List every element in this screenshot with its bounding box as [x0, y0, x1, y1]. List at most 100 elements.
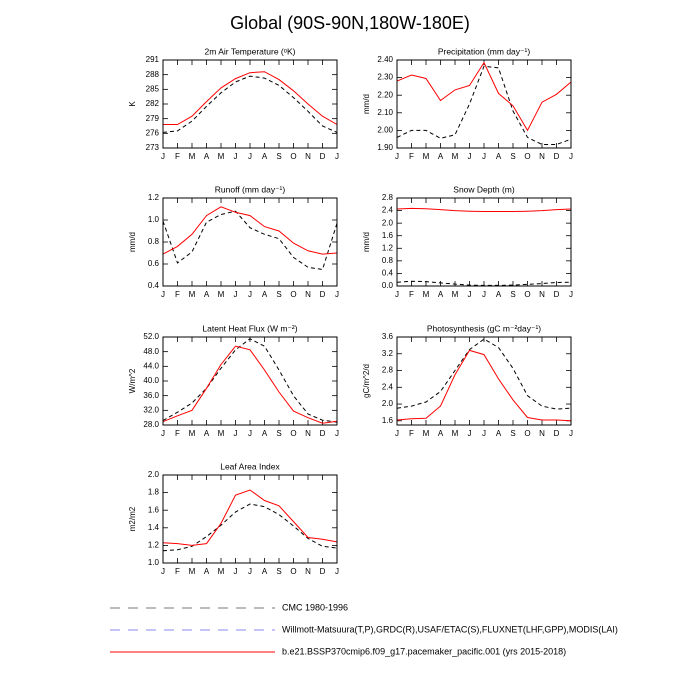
x-tick-label: D	[320, 152, 326, 161]
series-line	[163, 71, 338, 125]
x-tick-label: J	[569, 290, 573, 299]
x-tick-label: A	[496, 290, 502, 299]
y-tick-label: 2.0	[382, 399, 394, 408]
x-tick-label: J	[335, 429, 339, 438]
panel-title: Leaf Area Index	[220, 461, 280, 471]
y-tick-label: 1.6	[382, 416, 394, 425]
x-tick-label: F	[409, 152, 414, 161]
x-tick-label: A	[438, 290, 444, 299]
y-tick-label: 1.0	[148, 215, 160, 224]
x-tick-label: S	[276, 290, 281, 299]
x-tick-label: M	[189, 152, 196, 161]
x-tick-label: M	[423, 290, 430, 299]
y-tick-label: 2.0	[148, 470, 160, 479]
y-tick-label: 28.0	[143, 420, 159, 429]
x-tick-label: O	[524, 152, 530, 161]
x-tick-label: N	[539, 429, 545, 438]
y-axis-label: K	[128, 101, 137, 107]
x-tick-label: A	[262, 290, 268, 299]
x-tick-label: O	[290, 567, 296, 576]
x-tick-label: S	[276, 429, 281, 438]
y-tick-label: 1.2	[148, 541, 160, 550]
x-tick-label: M	[452, 290, 459, 299]
x-tick-label: J	[335, 290, 339, 299]
panel-title: 2m Air Temperature (ᵒK)	[205, 46, 296, 56]
y-tick-label: 1.6	[382, 231, 394, 240]
x-tick-label: A	[262, 429, 268, 438]
x-tick-label: N	[305, 429, 311, 438]
y-tick-label: 2.0	[382, 218, 394, 227]
x-tick-label: M	[423, 429, 430, 438]
x-tick-label: J	[161, 152, 165, 161]
y-tick-label: 52.0	[143, 332, 159, 341]
y-tick-label: 282	[146, 99, 160, 108]
x-tick-label: J	[161, 567, 165, 576]
y-tick-label: 0.8	[148, 237, 160, 246]
y-axis-label: mm/d	[362, 232, 371, 252]
x-tick-label: J	[468, 152, 472, 161]
legend-label: b.e21.BSSP370cmip6.f09_g17.pacemaker_pac…	[282, 646, 566, 656]
y-tick-label: 2.4	[382, 206, 394, 215]
x-tick-label: O	[290, 429, 296, 438]
plot-frame	[396, 59, 572, 149]
x-tick-label: J	[248, 290, 252, 299]
x-tick-label: F	[409, 429, 414, 438]
series-line	[396, 65, 572, 145]
legend-label: CMC 1980-1996	[282, 602, 348, 612]
y-tick-label: 2.00	[377, 126, 393, 135]
x-tick-label: M	[452, 152, 459, 161]
x-tick-label: D	[320, 567, 326, 576]
x-tick-label: D	[554, 429, 560, 438]
x-tick-label: J	[482, 429, 486, 438]
series-line	[162, 503, 338, 552]
legend-label: Willmott-Matsuura(T,P),GRDC(R),USAF/ETAC…	[282, 624, 618, 634]
x-tick-label: O	[290, 152, 296, 161]
series-line	[396, 349, 572, 422]
x-tick-label: F	[175, 429, 180, 438]
y-tick-label: 44.0	[143, 361, 159, 370]
x-tick-label: S	[510, 429, 515, 438]
x-tick-label: J	[482, 152, 486, 161]
x-tick-label: A	[204, 429, 210, 438]
figure-title: Global (90S-90N,180W-180E)	[230, 13, 470, 33]
y-tick-label: 3.2	[382, 349, 394, 358]
x-tick-label: N	[305, 152, 311, 161]
x-tick-label: D	[554, 290, 560, 299]
plot-frame	[162, 336, 338, 426]
series-line	[162, 75, 338, 133]
y-tick-label: 1.4	[148, 523, 160, 532]
panel-title: Photosynthesis (gC m⁻²day⁻¹)	[427, 323, 541, 333]
x-tick-label: M	[189, 567, 196, 576]
x-tick-label: M	[218, 152, 225, 161]
x-tick-label: D	[320, 429, 326, 438]
x-tick-label: A	[262, 152, 268, 161]
x-tick-label: O	[524, 290, 530, 299]
x-tick-label: A	[204, 290, 210, 299]
y-tick-label: 2.4	[382, 382, 394, 391]
x-tick-label: N	[305, 290, 311, 299]
x-tick-label: S	[510, 290, 515, 299]
x-tick-label: J	[335, 567, 339, 576]
panel-title: Runoff (mm day⁻¹)	[215, 184, 286, 194]
x-tick-label: S	[276, 567, 281, 576]
panel-title: Precipitation (mm day⁻¹)	[438, 46, 531, 56]
series-line	[162, 338, 338, 423]
y-tick-label: 40.0	[143, 376, 159, 385]
series-line	[396, 61, 572, 132]
y-tick-label: 1.2	[148, 193, 160, 202]
series-line	[396, 280, 572, 286]
y-tick-label: 1.8	[148, 488, 160, 497]
y-tick-label: 1.90	[377, 143, 393, 152]
x-tick-label: A	[438, 152, 444, 161]
panel-title: Latent Heat Flux (W m⁻²)	[202, 323, 297, 333]
x-tick-label: J	[234, 152, 238, 161]
y-tick-label: 2.20	[377, 90, 393, 99]
x-tick-label: F	[175, 290, 180, 299]
x-tick-label: A	[262, 567, 268, 576]
plot-frame	[162, 59, 338, 149]
y-tick-label: 2.40	[377, 55, 393, 64]
x-tick-label: J	[234, 290, 238, 299]
y-axis-label: mm/d	[362, 94, 371, 114]
y-tick-label: 32.0	[143, 405, 159, 414]
